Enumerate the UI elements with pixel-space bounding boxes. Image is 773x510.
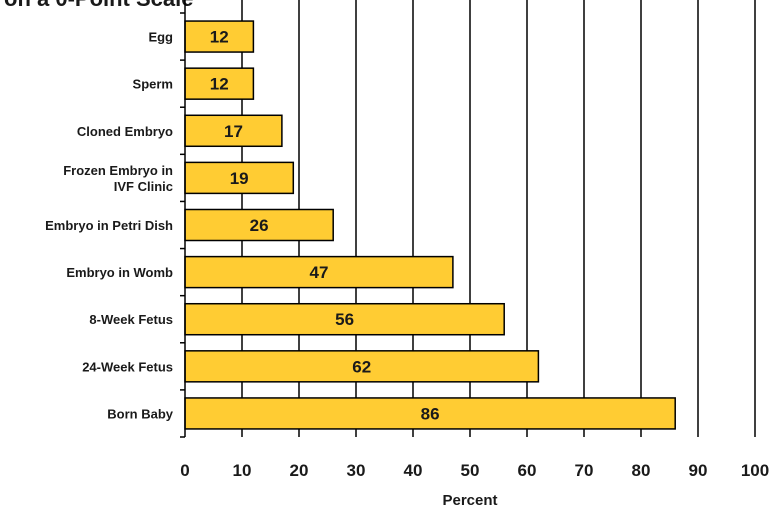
x-tick-label: 90 xyxy=(689,461,708,480)
y-axis xyxy=(180,0,186,438)
x-tick-label: 70 xyxy=(575,461,594,480)
data-label: 56 xyxy=(335,310,354,329)
x-tick-label: 50 xyxy=(461,461,480,480)
data-label: 26 xyxy=(250,216,269,235)
category-label: Born Baby xyxy=(107,406,174,421)
x-tick-label: 60 xyxy=(518,461,537,480)
category-label: Sperm xyxy=(133,77,173,92)
x-axis-title: Percent xyxy=(442,492,497,509)
x-tick-label: 20 xyxy=(290,461,309,480)
x-tick-label: 30 xyxy=(347,461,366,480)
x-tick-label: 0 xyxy=(180,461,189,480)
category-label: Embryo in Womb xyxy=(66,265,173,280)
x-tick-label: 80 xyxy=(632,461,651,480)
bar xyxy=(184,350,540,383)
data-label: 19 xyxy=(230,169,249,188)
x-tick-label: 100 xyxy=(741,461,769,480)
x-tick-label: 40 xyxy=(404,461,423,480)
data-label: 12 xyxy=(210,75,229,94)
chart-title: on a 0-Point Scale xyxy=(4,0,194,11)
category-label: Egg xyxy=(148,30,173,45)
bar xyxy=(184,302,505,336)
gridlines xyxy=(241,0,756,437)
data-label: 17 xyxy=(224,122,243,141)
data-label: 86 xyxy=(421,404,440,423)
bar xyxy=(184,20,255,53)
x-tick-labels: 0 10 20 30 40 50 60 70 80 90 100 xyxy=(180,461,769,480)
data-label: 47 xyxy=(309,263,328,282)
x-tick-label: 10 xyxy=(233,461,252,480)
category-label: Cloned Embryo xyxy=(77,124,173,139)
bar xyxy=(184,397,676,430)
category-label: 24-Week Fetus xyxy=(82,359,173,374)
category-label: Embryo in Petri Dish xyxy=(45,218,173,233)
data-label: 12 xyxy=(210,28,229,47)
category-label: Frozen Embryo in IVF Clinic xyxy=(63,163,173,194)
data-label: 62 xyxy=(352,357,371,376)
category-labels: Egg Sperm Cloned Embryo Frozen Embryo in IVF… xyxy=(45,30,174,422)
bars: 12 12 17 19 26 47 56 62 86 xyxy=(184,20,676,430)
category-label: 8-Week Fetus xyxy=(89,312,173,327)
